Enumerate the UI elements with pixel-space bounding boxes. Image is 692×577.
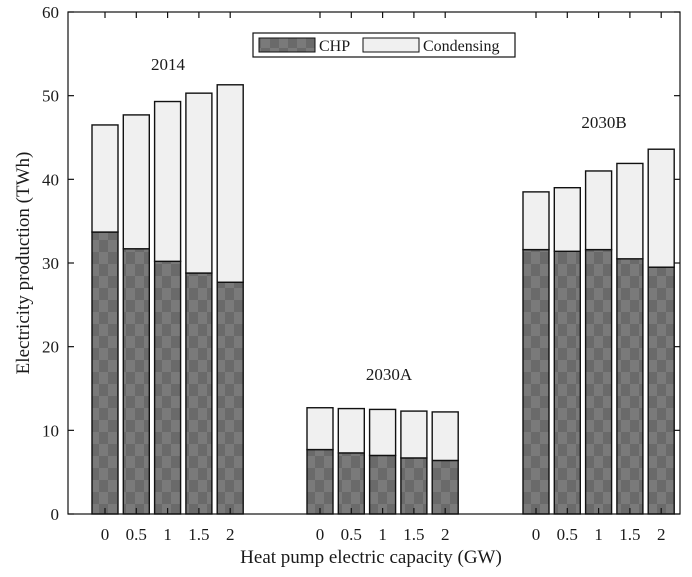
legend-swatch-chp (258, 37, 316, 53)
bar-group-2014 (91, 84, 244, 515)
bar-condensing (368, 408, 397, 457)
y-tick-label: 10 (42, 421, 59, 440)
group-label: 2030B (581, 113, 626, 132)
x-tick-label: 2 (657, 525, 666, 544)
bar-chp (337, 452, 365, 515)
bar-chp (647, 266, 675, 515)
bar-condensing (122, 114, 151, 250)
x-tick-label: 0 (316, 525, 325, 544)
bar-chp (616, 258, 644, 515)
bar-condensing (431, 411, 459, 462)
bar-condensing (216, 84, 244, 283)
bar-chp (522, 248, 550, 515)
bar-chp (368, 454, 397, 515)
bar-condensing (647, 148, 675, 268)
bar-chp (185, 272, 213, 515)
x-tick-label: 1 (378, 525, 387, 544)
bar-chp (91, 231, 119, 515)
bar-condensing (337, 407, 365, 454)
x-axis-title: Heat pump electric capacity (GW) (240, 547, 502, 568)
bar-chp (584, 248, 613, 515)
x-tick-label: 1.5 (188, 525, 209, 544)
y-tick-label: 40 (42, 170, 59, 189)
bar-condensing (306, 407, 334, 451)
x-tick-label: 0.5 (341, 525, 362, 544)
bar-group-2030B (522, 148, 675, 515)
y-axis-title: Electricity production (TWh) (13, 152, 34, 375)
y-tick-label: 50 (42, 87, 59, 106)
bar-chp (153, 260, 182, 515)
bars-layer (91, 84, 675, 515)
legend-swatch-condensing (362, 37, 420, 53)
bar-condensing (522, 191, 550, 251)
x-tick-label: 2 (226, 525, 235, 544)
bar-condensing (400, 410, 428, 459)
bar-condensing (584, 170, 613, 251)
bar-chp (553, 250, 581, 515)
legend-label-condensing: Condensing (423, 38, 499, 55)
bar-condensing (553, 186, 581, 252)
legend: CHP Condensing (252, 32, 516, 58)
bar-chp (400, 457, 428, 515)
y-tick-label: 0 (51, 505, 60, 524)
bar-group-2030A (306, 407, 459, 515)
bar-condensing (91, 124, 119, 233)
legend-label-chp: CHP (319, 38, 350, 55)
x-tick-label: 0 (532, 525, 541, 544)
x-tick-label: 1 (163, 525, 172, 544)
y-tick-label: 60 (42, 3, 59, 22)
group-label: 2030A (366, 365, 413, 384)
bar-chp (306, 448, 334, 515)
bar-chp (216, 281, 244, 515)
x-tick-label: 2 (441, 525, 450, 544)
bar-condensing (185, 92, 213, 274)
x-tick-label: 0.5 (126, 525, 147, 544)
axes-layer (67, 11, 681, 515)
y-tick-label: 20 (42, 338, 59, 357)
x-tick-label: 0.5 (557, 525, 578, 544)
x-tick-label: 1 (594, 525, 603, 544)
bar-condensing (153, 100, 182, 263)
bar-chp (431, 459, 459, 515)
x-tick-label: 0 (101, 525, 110, 544)
group-label: 2014 (151, 55, 186, 74)
x-tick-label: 1.5 (403, 525, 424, 544)
x-tick-label: 1.5 (619, 525, 640, 544)
bar-chp (122, 248, 151, 515)
y-tick-label: 30 (42, 254, 59, 273)
bar-condensing (616, 162, 644, 260)
